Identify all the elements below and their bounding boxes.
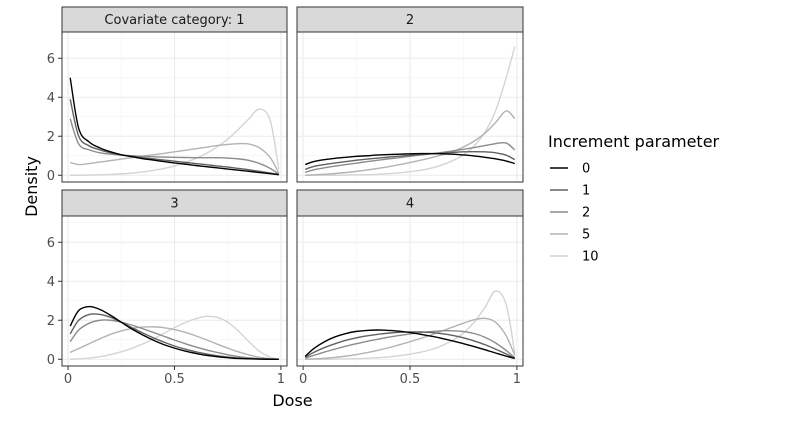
series-line-1 (69, 99, 279, 176)
legend-item: 2 (550, 206, 590, 221)
y-tick-label: 2 (47, 130, 55, 145)
y-tick-label: 6 (47, 52, 55, 67)
series-line-0 (69, 77, 279, 176)
series-line-10 (70, 315, 279, 360)
series-lines (69, 77, 280, 176)
series-line-0 (304, 329, 515, 360)
y-axes: 0 2 4 6 0 2 4 6 (47, 52, 62, 368)
series-line-10 (305, 290, 516, 360)
legend-label: 1 (582, 184, 590, 199)
legend-label: 5 (582, 228, 590, 243)
series-line-5 (70, 142, 280, 174)
facet-strip (296, 6, 524, 33)
legend-label: 0 (582, 162, 590, 177)
series-line-2 (69, 118, 280, 175)
panel-border (296, 31, 524, 183)
series-lines (304, 290, 516, 360)
y-tick-label: 4 (47, 275, 55, 290)
x-tick-label: 0 (299, 372, 307, 387)
x-tick-label: 0.5 (400, 372, 421, 387)
x-axes: 0 0.5 1 0 0.5 1 (64, 366, 521, 387)
legend-item: 1 (550, 184, 590, 199)
series-line-2 (305, 141, 516, 173)
facet-panel: 3 (61, 189, 288, 367)
y-tick-label: 4 (47, 91, 55, 106)
facet-panels: Covariate category: 1 2 3 4 (61, 6, 524, 367)
legend-title: Increment parameter (548, 132, 720, 151)
facet-panel: 2 (296, 6, 524, 183)
series-line-10 (305, 46, 516, 176)
series-lines (305, 46, 516, 176)
legend-label: 2 (582, 206, 590, 221)
series-line-5 (305, 317, 516, 360)
legend-item: 5 (550, 228, 590, 243)
y-axis-title: Density (22, 156, 41, 217)
y-tick-label: 6 (47, 236, 55, 251)
series-line-0 (69, 305, 279, 360)
x-tick-label: 0 (64, 372, 72, 387)
legend-label: 10 (582, 250, 599, 265)
facet-strip-label: Covariate category: 1 (104, 13, 244, 28)
facet-panel: Covariate category: 1 (61, 6, 288, 183)
x-tick-label: 0.5 (164, 372, 185, 387)
x-axis-title: Dose (272, 391, 312, 410)
y-tick-label: 0 (47, 353, 55, 368)
series-line-5 (69, 326, 279, 360)
legend-item: 0 (550, 162, 590, 177)
y-tick-label: 0 (47, 169, 55, 184)
facet-strip (61, 6, 288, 33)
facet-strip-label: 2 (406, 13, 414, 28)
legend-item: 10 (550, 250, 599, 265)
facet-strip-label: 3 (170, 197, 178, 212)
series-line-10 (70, 108, 280, 176)
legend: Increment parameter 0 1 2 5 10 (548, 132, 720, 265)
y-tick-label: 2 (47, 314, 55, 329)
x-tick-label: 1 (513, 372, 521, 387)
series-lines (69, 305, 279, 360)
series-line-2 (305, 329, 516, 359)
facet-panel: 4 (296, 189, 524, 367)
series-line-1 (305, 150, 516, 171)
panel-border (61, 31, 288, 183)
facet-strip-label: 4 (406, 197, 414, 212)
x-tick-label: 1 (277, 372, 285, 387)
series-line-2 (69, 319, 279, 360)
legend-items: 0 1 2 5 10 (550, 162, 599, 265)
series-line-0 (305, 152, 515, 166)
series-line-5 (305, 110, 516, 176)
